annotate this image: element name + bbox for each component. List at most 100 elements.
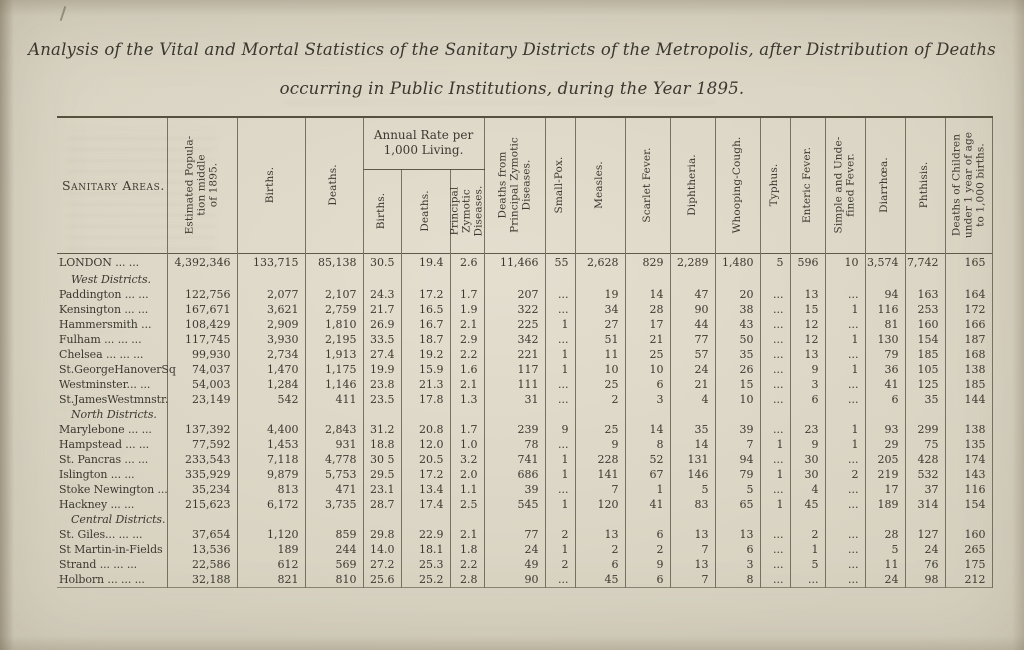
value-cell: 13 bbox=[790, 287, 826, 302]
value-cell: 79 bbox=[715, 467, 761, 482]
value-cell: 93 bbox=[865, 422, 906, 437]
district-group-row: West Districts. bbox=[57, 272, 993, 287]
value-cell: 49 bbox=[484, 557, 546, 572]
district-name: Hampstead ... ... bbox=[57, 437, 168, 452]
value-cell: 17.2 bbox=[401, 467, 451, 482]
value-cell: 2 bbox=[575, 542, 626, 557]
column-header-label: Typhus. bbox=[768, 163, 781, 207]
value-cell: 1.0 bbox=[450, 437, 485, 452]
document-title-line2: occurring in Public Institutions, during… bbox=[279, 79, 745, 98]
value-cell: 41 bbox=[625, 497, 671, 512]
value-cell: 15 bbox=[790, 302, 826, 317]
value-cell: 23.1 bbox=[363, 482, 402, 497]
column-header-label: Diarrhœa. bbox=[878, 157, 891, 214]
value-cell: 45 bbox=[575, 572, 626, 587]
empty-cell bbox=[450, 512, 485, 527]
district-name: Kensington ... ... bbox=[57, 302, 168, 317]
value-cell: 138 bbox=[945, 362, 993, 377]
value-cell: 165 bbox=[945, 253, 993, 272]
column-header-label: Small-Pox. bbox=[553, 156, 566, 214]
value-cell: 16.7 bbox=[401, 317, 451, 332]
value-cell: 20 bbox=[715, 287, 761, 302]
value-cell: 108,429 bbox=[167, 317, 238, 332]
value-cell: 29.8 bbox=[363, 527, 402, 542]
value-cell: 27.2 bbox=[363, 557, 402, 572]
column-header-label: Deaths of Children under 1 year of age t… bbox=[949, 132, 986, 239]
value-cell: 821 bbox=[237, 572, 306, 587]
value-cell: 30 5 bbox=[363, 452, 402, 467]
value-cell: 20.8 bbox=[401, 422, 451, 437]
value-cell: ... bbox=[760, 302, 791, 317]
value-cell: 24 bbox=[905, 542, 946, 557]
value-cell: 2.2 bbox=[450, 347, 485, 362]
value-cell: 23.5 bbox=[363, 392, 402, 407]
value-cell: ... bbox=[760, 572, 791, 587]
empty-cell bbox=[865, 272, 906, 287]
value-cell: 33.5 bbox=[363, 332, 402, 347]
value-cell: 9 bbox=[790, 362, 826, 377]
district-data-row: Kensington ... ... 167,671 3,621 2,759 21.7 1… bbox=[57, 302, 993, 317]
value-cell: 20.5 bbox=[401, 452, 451, 467]
value-cell: 189 bbox=[865, 497, 906, 512]
value-cell: 13,536 bbox=[167, 542, 238, 557]
value-cell: 26.9 bbox=[363, 317, 402, 332]
value-cell: 17 bbox=[625, 317, 671, 332]
value-cell: 13.4 bbox=[401, 482, 451, 497]
empty-cell bbox=[545, 407, 576, 422]
district-name: Fulham ... ... ... bbox=[57, 332, 168, 347]
value-cell: ... bbox=[760, 347, 791, 362]
empty-cell bbox=[625, 272, 671, 287]
value-cell: ... bbox=[825, 392, 866, 407]
value-cell: 81 bbox=[865, 317, 906, 332]
district-group-row: North Districts. bbox=[57, 407, 993, 422]
value-cell: 117 bbox=[484, 362, 546, 377]
value-cell: 25.2 bbox=[401, 572, 451, 587]
value-cell: 30 bbox=[790, 467, 826, 482]
value-cell: ... bbox=[825, 347, 866, 362]
value-cell: 5 bbox=[715, 482, 761, 497]
value-cell: 26 bbox=[715, 362, 761, 377]
value-cell: 569 bbox=[305, 557, 364, 572]
value-cell: 19 bbox=[575, 287, 626, 302]
column-header-deaths: Deaths. bbox=[305, 117, 364, 253]
value-cell: 41 bbox=[865, 377, 906, 392]
value-cell: ... bbox=[760, 527, 791, 542]
value-cell: 35,234 bbox=[167, 482, 238, 497]
district-name: St Martin-in-Fields bbox=[57, 542, 168, 557]
value-cell: 1.1 bbox=[450, 482, 485, 497]
value-cell: 28 bbox=[865, 527, 906, 542]
value-cell: 3.2 bbox=[450, 452, 485, 467]
value-cell: 7 bbox=[715, 437, 761, 452]
value-cell: 471 bbox=[305, 482, 364, 497]
value-cell: 111 bbox=[484, 377, 546, 392]
empty-cell bbox=[237, 407, 306, 422]
value-cell: 221 bbox=[484, 347, 546, 362]
column-header-births: Births. bbox=[237, 117, 306, 253]
column-header-measles: Measles. bbox=[575, 117, 626, 253]
value-cell: 6 bbox=[865, 392, 906, 407]
value-cell: 146 bbox=[670, 467, 716, 482]
column-header-typhus: Typhus. bbox=[760, 117, 791, 253]
value-cell: 36 bbox=[865, 362, 906, 377]
value-cell: 1,146 bbox=[305, 377, 364, 392]
district-name: St.GeorgeHanoverSq bbox=[57, 362, 176, 377]
value-cell: 5 bbox=[760, 253, 791, 272]
value-cell: 314 bbox=[905, 497, 946, 512]
value-cell: 299 bbox=[905, 422, 946, 437]
value-cell: ... bbox=[545, 392, 576, 407]
value-cell: ... bbox=[760, 377, 791, 392]
empty-cell bbox=[625, 407, 671, 422]
column-header-label: Phthisis. bbox=[918, 161, 931, 209]
value-cell: 57 bbox=[670, 347, 716, 362]
empty-cell bbox=[715, 272, 761, 287]
value-cell: 6 bbox=[790, 392, 826, 407]
value-cell: ... bbox=[760, 362, 791, 377]
column-header-small-pox: Small-Pox. bbox=[545, 117, 576, 253]
value-cell: 2,843 bbox=[305, 422, 364, 437]
empty-cell bbox=[484, 512, 546, 527]
empty-cell bbox=[825, 512, 866, 527]
value-cell: 15 bbox=[715, 377, 761, 392]
value-cell: ... bbox=[760, 317, 791, 332]
value-cell: 9 bbox=[545, 422, 576, 437]
value-cell: 1,453 bbox=[237, 437, 306, 452]
